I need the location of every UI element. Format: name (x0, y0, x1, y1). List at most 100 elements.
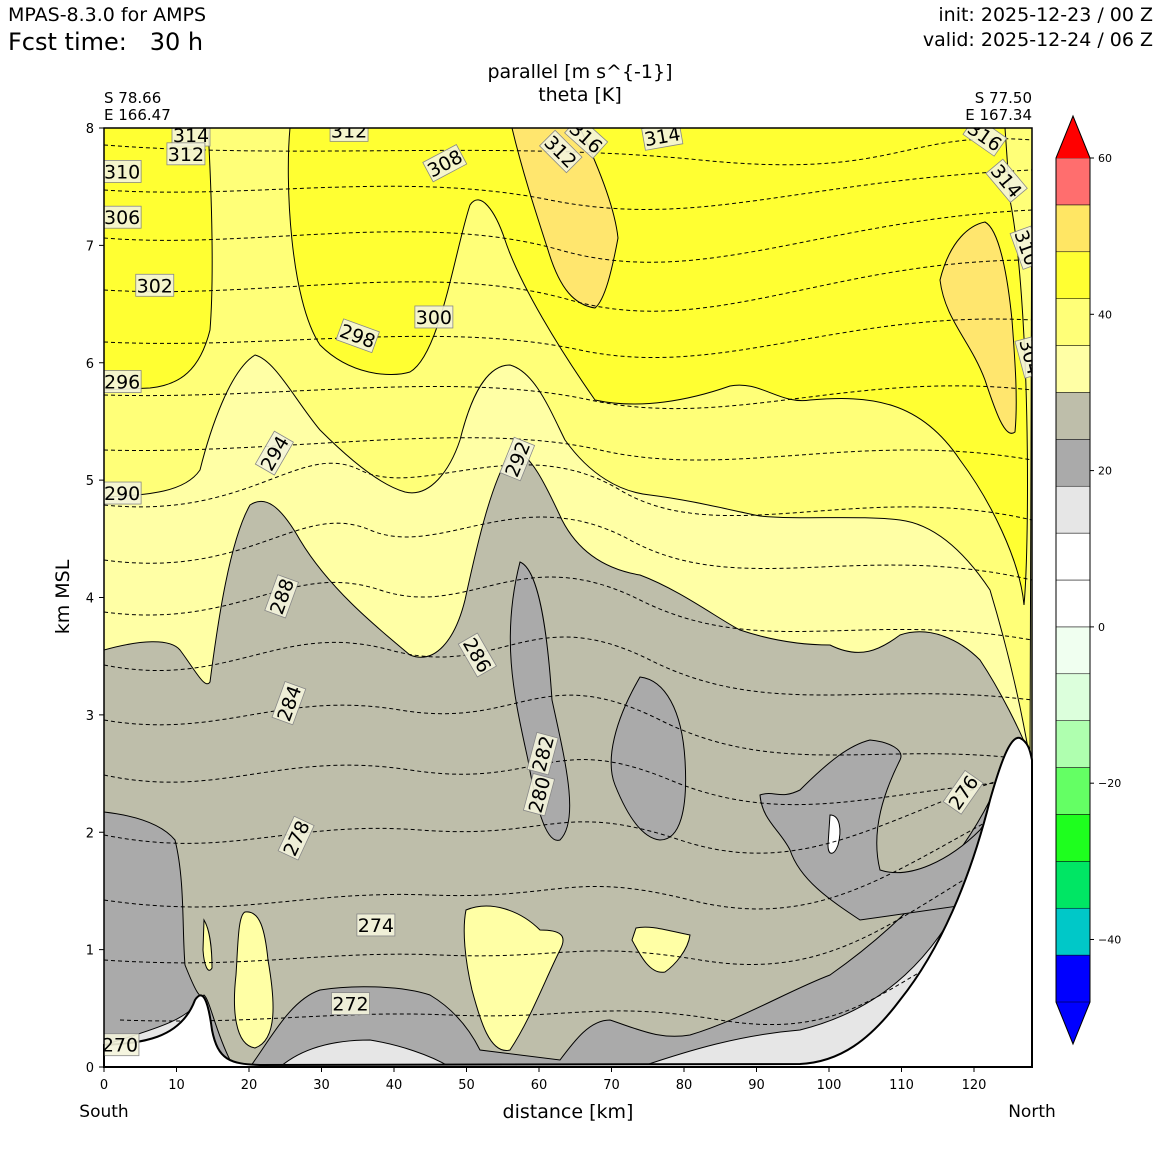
theta-line (104, 636, 1032, 701)
theta-label-box (414, 305, 454, 329)
colorbar-segment (1055, 907, 1091, 956)
forecast-time-value: 30 h (149, 28, 204, 56)
theta-label-box (104, 1033, 140, 1057)
theta-line (104, 259, 1032, 312)
theta-label-box (641, 128, 684, 151)
south-label: South (79, 1102, 128, 1122)
y-tick-label: 2 (86, 826, 94, 841)
theta-label: 290 (104, 481, 142, 505)
theta-label: 296 (104, 370, 142, 394)
shade-12-18-right (759, 739, 1001, 921)
theta-label-box (962, 128, 1008, 157)
shade-36-42-left (104, 128, 213, 391)
shade-12-18-bottom (249, 751, 1032, 1067)
theta-label: 312 (329, 128, 369, 142)
theta-label: 272 (331, 992, 370, 1016)
theta-label-box (277, 815, 315, 861)
theta-label-text: 290 (104, 483, 140, 505)
theta-line (104, 209, 1032, 263)
theta-line (119, 949, 961, 1025)
x-tick-label: 100 (817, 1078, 842, 1093)
theta-label-box (254, 430, 294, 476)
colorbar-segment (1055, 439, 1091, 487)
theta-line (104, 819, 991, 910)
y-tick-label: 4 (86, 592, 94, 607)
theta-label-text: 314 (643, 123, 683, 151)
colorbar-segment (1055, 157, 1091, 206)
colorbar-tick-label: −20 (1098, 777, 1121, 790)
theta-label: 300 (414, 305, 454, 329)
theta-label-box (104, 370, 142, 393)
theta-label-text: 306 (104, 207, 140, 229)
colorbar-segment (1055, 814, 1091, 862)
theta-label-box (356, 913, 396, 937)
x-tick-label: 120 (962, 1078, 987, 1093)
theta-label-box (135, 273, 175, 297)
chart-title-line1: parallel [m s^{-1}] (487, 61, 672, 83)
right-endpoint-lat: S 77.50 (975, 89, 1032, 107)
theta-line (104, 779, 1001, 854)
theta-line (104, 318, 1032, 359)
theta-label-box (499, 436, 536, 482)
colorbar-segment (1055, 204, 1091, 253)
colorbar-segment (1055, 720, 1091, 768)
forecast-time: Fcst time: 30 h (8, 28, 203, 56)
x-tick-label: 50 (458, 1078, 475, 1093)
theta-label: 314 (171, 128, 211, 147)
theta-line (104, 576, 1032, 641)
y-tick-label: 5 (86, 474, 94, 489)
colorbar-tick-label: −40 (1098, 933, 1121, 946)
theta-label-box (104, 205, 142, 229)
theta-label: 274 (356, 913, 396, 937)
theta-line (104, 169, 1032, 210)
forecast-time-label: Fcst time: (8, 28, 127, 56)
x-tick-label: 60 (531, 1078, 548, 1093)
theta-label-box (1014, 335, 1032, 379)
theta-label-box (329, 128, 369, 142)
x-tick-label: 30 (313, 1078, 330, 1093)
theta-line (104, 516, 1032, 581)
y-axis-ticks: 0 1 2 3 4 5 6 7 8 (86, 122, 104, 1076)
theta-label-box (264, 574, 299, 619)
left-endpoint-lon: E 166.47 (104, 106, 171, 124)
colorbar-segment (1055, 626, 1091, 675)
theta-label-text: 302 (137, 275, 173, 297)
theta-label-box (457, 632, 497, 678)
x-tick-label: 70 (603, 1078, 620, 1093)
colorbar-segment (1055, 532, 1091, 581)
theta-line (104, 694, 1032, 761)
y-tick-label: 7 (86, 239, 94, 254)
y-tick-label: 6 (86, 357, 94, 372)
shade-24-30-pocket-a (234, 911, 274, 1049)
x-tick-label: 10 (168, 1078, 185, 1093)
colorbar-tick-label: 0 (1098, 621, 1105, 634)
shade-6-12-pocket (827, 814, 841, 854)
x-tick-label: 20 (241, 1078, 258, 1093)
shade-24-30-pocket-d (202, 918, 213, 971)
right-endpoint-lon: E 167.34 (965, 106, 1032, 124)
shade-24-30-pocket-b (463, 905, 564, 1051)
colorbar-tick-label: 40 (1098, 308, 1112, 321)
wind-shading (104, 128, 1032, 1067)
x-axis-label: distance [km] (503, 1101, 634, 1123)
theta-label-text: 312 (168, 144, 204, 166)
colorbar-tick-label: 20 (1098, 465, 1112, 478)
theta-label-text: 270 (102, 1035, 138, 1057)
theta-label: 312 (166, 142, 206, 166)
init-time: init: 2025-12-23 / 00 Z (938, 4, 1153, 26)
theta-label-text: 274 (358, 915, 394, 937)
theta-line (104, 138, 1032, 166)
theta-label-box (166, 142, 206, 166)
shade-12-18-column (509, 561, 571, 841)
colorbar-segment (1055, 954, 1091, 1003)
theta-label: 270 (102, 1033, 140, 1057)
x-axis-ticks: 0 10 20 30 40 50 60 70 80 90 100 110 120 (100, 1067, 987, 1093)
theta-label-box (564, 128, 609, 159)
north-label: North (1008, 1102, 1056, 1122)
shade-12-18-blob (610, 676, 687, 841)
colorbar-segment (1055, 298, 1091, 346)
shade-42-48-b (939, 221, 1017, 434)
y-axis-label: km MSL (52, 559, 74, 634)
theta-label-box (522, 773, 556, 817)
colorbar-extend-max (1056, 116, 1090, 158)
